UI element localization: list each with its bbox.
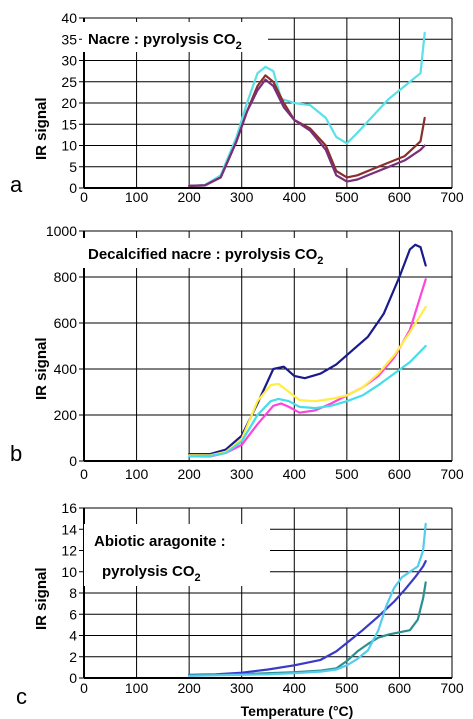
panel-a-y-tick-label: 40 <box>61 10 77 26</box>
panel-c-y-tick-label: 8 <box>69 585 77 601</box>
panel-b-series-line-1 <box>188 243 427 456</box>
panel-c-x-tick-label: 500 <box>335 680 359 696</box>
panel-a-series-line-3 <box>188 78 426 187</box>
panel-a-y-tick-label: 30 <box>61 53 77 69</box>
panel-c-x-tick-label: 100 <box>125 680 149 696</box>
panel-a-y-tick-label: 10 <box>61 138 77 154</box>
panel-b-x-tick-label: 200 <box>177 466 201 482</box>
panel-c-y-tick-label: 12 <box>61 543 77 559</box>
panel-a-y-tick-label: 15 <box>61 116 77 132</box>
panel-a-x-tick-label: 500 <box>335 189 359 205</box>
panel-b-label: b <box>10 441 22 466</box>
panel-a-x-tick-label: 400 <box>283 189 307 205</box>
panel-c-x-tick-label: 0 <box>80 680 88 696</box>
panel-a-label: a <box>10 172 23 197</box>
panel-c-y-tick-label: 2 <box>69 649 77 665</box>
panel-c-x-tick-label: 400 <box>283 680 307 696</box>
panel-b-y-ticks: 0 200 400 600 800 1000 <box>46 223 77 469</box>
panel-c-x-ticks: 0 100 200 300 400 500 600 700 <box>80 680 464 696</box>
panel-a-y-tick-label: 0 <box>69 180 77 196</box>
panel-c-y-tick-label: 10 <box>61 564 77 580</box>
panel-b-title: Decalcified nacre : pyrolysis CO2 <box>88 246 323 267</box>
panel-c-y-ticks: 0 2 4 6 8 10 12 14 16 <box>61 500 77 686</box>
panel-a-y-tick-label: 20 <box>61 95 77 111</box>
panel-b-x-tick-label: 500 <box>335 466 359 482</box>
panel-b-y-tick-label: 0 <box>69 453 77 469</box>
panel-a-series <box>188 31 426 187</box>
panel-c-label: c <box>16 684 27 709</box>
panel-c-y-tick-label: 4 <box>69 628 77 644</box>
panel-b-x-tick-label: 0 <box>80 466 88 482</box>
panel-c-title-background <box>84 524 270 586</box>
panel-a-series-line-1 <box>188 31 426 187</box>
panel-a-y-ticks: 0 5 10 15 20 25 30 35 40 <box>61 10 77 196</box>
panel-c-x-tick-label: 300 <box>230 680 254 696</box>
x-axis-label: Temperature (°C) <box>241 703 354 719</box>
panel-c-x-tick-label: 600 <box>388 680 412 696</box>
panel-b-y-axis-label: IR signal <box>33 337 50 400</box>
panel-c-title: Abiotic aragonite : <box>94 533 226 550</box>
panel-b-x-tick-label: 400 <box>283 466 307 482</box>
panel-a-title: Nacre : pyrolysis CO2 <box>88 31 242 52</box>
panel-b-grid <box>79 230 453 462</box>
panel-b-series <box>188 243 427 458</box>
panel-a-y-tick-label: 5 <box>69 159 77 175</box>
panel-c-y-tick-label: 6 <box>69 606 77 622</box>
panel-b-y-tick-label: 200 <box>54 407 78 423</box>
panel-b-title-background <box>82 238 394 268</box>
panel-a-x-ticks: 0 100 200 300 400 500 600 700 <box>80 189 464 205</box>
panel-a-x-tick-label: 700 <box>440 189 464 205</box>
panel-b-series-line-3 <box>188 305 427 457</box>
panel-c-series-line-1 <box>188 559 427 676</box>
panel-a-x-tick-label: 200 <box>177 189 201 205</box>
panel-b-y-tick-label: 600 <box>54 315 78 331</box>
panel-a-x-tick-label: 0 <box>80 189 88 205</box>
panel-c-y-tick-label: 14 <box>61 521 77 537</box>
panel-b-x-ticks: 0 100 200 300 400 500 600 700 <box>80 466 464 482</box>
panel-b-x-tick-label: 700 <box>440 466 464 482</box>
panel-a-y-tick-label: 35 <box>61 31 77 47</box>
panel-a-title-background <box>82 22 268 52</box>
panel-a-y-axis-label: IR signal <box>33 97 50 160</box>
panel-b-x-tick-label: 300 <box>230 466 254 482</box>
panel-b-series-line-4 <box>188 344 427 458</box>
panel-a-x-tick-label: 600 <box>388 189 412 205</box>
panel-b-x-tick-label: 600 <box>388 466 412 482</box>
panel-b-series-line-2 <box>188 278 427 458</box>
panel-a-x-tick-label: 300 <box>230 189 254 205</box>
panel-c-y-axis-label: IR signal <box>33 567 50 630</box>
panel-c-series <box>188 522 427 678</box>
panel-b-x-tick-label: 100 <box>125 466 149 482</box>
panel-c-title-line2: pyrolysis CO2 <box>102 563 201 584</box>
panel-b-y-tick-label: 1000 <box>46 223 77 239</box>
panel-b-y-tick-label: 800 <box>54 269 78 285</box>
panel-a-y-tick-label: 25 <box>61 74 77 90</box>
panel-a-x-tick-label: 100 <box>125 189 149 205</box>
panel-c-x-tick-label: 700 <box>440 680 464 696</box>
panel-c-series-line-3 <box>188 522 427 678</box>
panel-c-y-tick-label: 0 <box>69 670 77 686</box>
panel-b-y-tick-label: 400 <box>54 361 78 377</box>
panel-b: 0 200 400 600 800 1000 0 100 200 300 400 500 600 700… <box>10 223 464 482</box>
panel-c-x-tick-label: 200 <box>177 680 201 696</box>
panel-c-y-tick-label: 16 <box>61 500 77 516</box>
